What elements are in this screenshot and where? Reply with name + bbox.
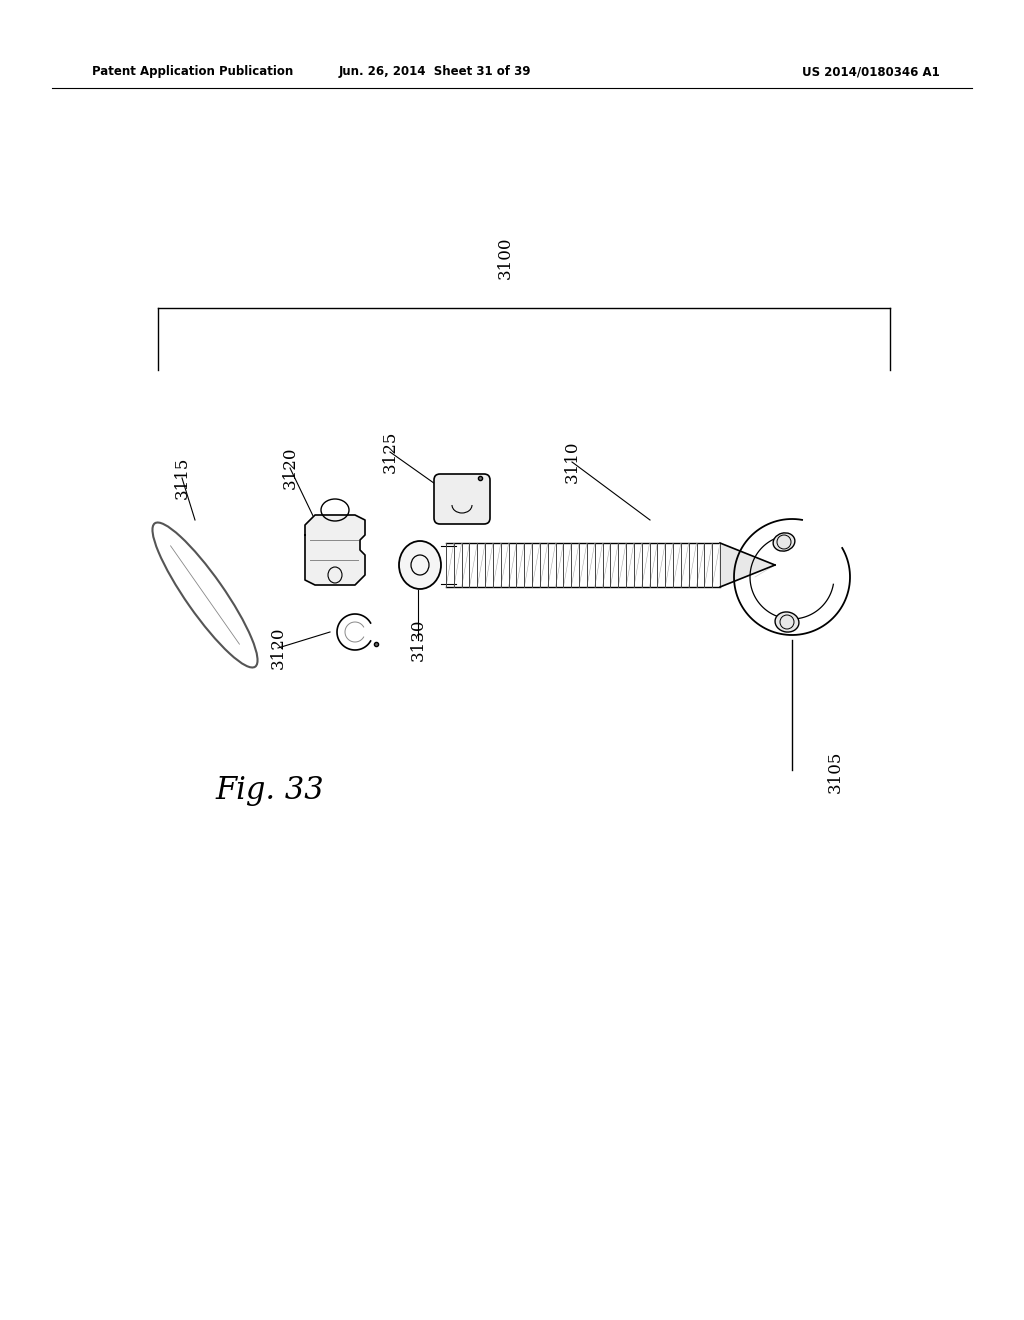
Text: 3120: 3120 [282, 446, 299, 490]
Text: Jun. 26, 2014  Sheet 31 of 39: Jun. 26, 2014 Sheet 31 of 39 [339, 66, 531, 78]
Text: US 2014/0180346 A1: US 2014/0180346 A1 [802, 66, 940, 78]
Text: 3105: 3105 [826, 751, 844, 793]
Text: 3130: 3130 [410, 619, 427, 661]
Ellipse shape [775, 612, 799, 632]
Text: 3125: 3125 [382, 430, 398, 473]
Text: 3110: 3110 [563, 441, 581, 483]
Polygon shape [305, 515, 365, 585]
FancyBboxPatch shape [434, 474, 490, 524]
Text: Patent Application Publication: Patent Application Publication [92, 66, 293, 78]
Text: 3115: 3115 [173, 457, 190, 499]
Text: Fig. 33: Fig. 33 [215, 775, 324, 805]
Ellipse shape [773, 533, 795, 552]
Polygon shape [720, 543, 775, 587]
Ellipse shape [399, 541, 441, 589]
Text: 3120: 3120 [269, 627, 287, 669]
Text: 3100: 3100 [497, 236, 513, 280]
